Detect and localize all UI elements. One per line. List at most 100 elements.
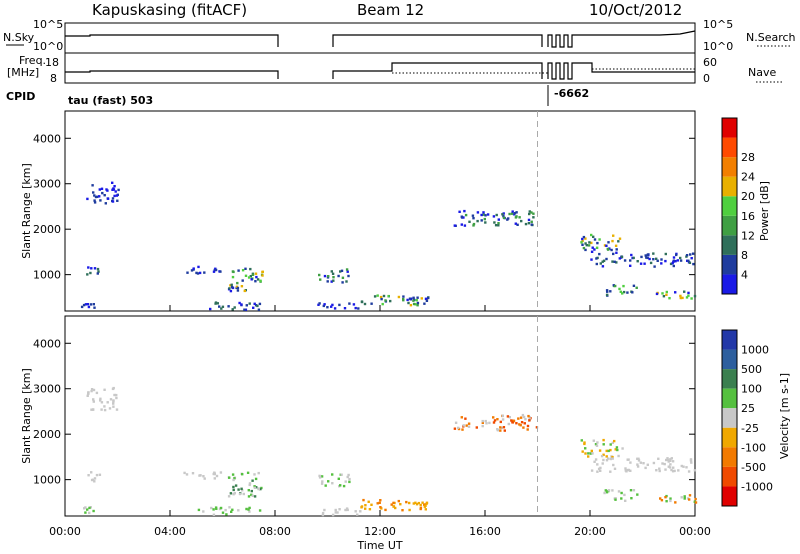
power-echo — [520, 219, 523, 223]
power-echo — [409, 304, 413, 307]
power-echo — [256, 304, 259, 308]
velocity-echo — [667, 460, 670, 463]
power-echo — [86, 197, 89, 201]
power-echo — [690, 257, 693, 260]
velocity-echo — [611, 489, 614, 492]
power-echo — [588, 241, 591, 244]
velocity-echo — [624, 467, 627, 470]
power-echo — [687, 291, 690, 295]
power-ytick-label: 3000 — [33, 178, 61, 191]
velocity-echo — [242, 492, 245, 496]
power-echo — [241, 279, 244, 282]
velocity-echo — [321, 480, 324, 483]
velocity-echo — [526, 424, 530, 428]
power-echo — [87, 305, 91, 309]
power-echo — [615, 248, 618, 251]
power-echo — [582, 246, 586, 250]
power-echo — [345, 268, 349, 271]
velocity-echo — [596, 470, 599, 473]
velocity-echo — [99, 399, 102, 402]
velocity-echo — [660, 499, 664, 502]
power-echo — [99, 199, 102, 202]
power-echo — [472, 224, 475, 227]
power-echo — [230, 283, 233, 286]
power-ytick-label: 4000 — [33, 132, 61, 145]
power-echo — [229, 289, 233, 293]
velocity-echo — [481, 421, 484, 424]
nsky-trace-a — [65, 34, 279, 47]
power-echo — [415, 299, 418, 302]
power-echo — [480, 213, 483, 217]
power-colorbar-tick: 8 — [741, 249, 748, 262]
velocity-echo — [485, 422, 488, 425]
velocity-echo — [246, 471, 250, 474]
velocity-echo — [115, 408, 119, 411]
velocity-echo — [394, 506, 397, 510]
power-echo — [244, 308, 248, 311]
velocity-echo — [87, 474, 90, 477]
power-echo — [514, 216, 518, 219]
velocity-echo — [512, 419, 516, 423]
velocity-echo — [84, 511, 87, 514]
velocity-echo — [510, 419, 513, 422]
power-echo — [581, 237, 584, 241]
power-echo — [196, 272, 200, 275]
power-echo — [97, 270, 100, 273]
power-echo — [323, 303, 326, 306]
velocity-echo — [683, 495, 686, 498]
power-echo — [381, 302, 384, 306]
power-echo — [373, 295, 377, 298]
power-echo — [584, 242, 587, 245]
power-echo — [460, 223, 463, 226]
power-echo — [605, 257, 608, 261]
velocity-echo — [405, 500, 408, 504]
power-colorbar: 4 8 12 16 20 24 28 — [721, 117, 755, 295]
velocity-echo — [90, 389, 93, 393]
velocity-echo — [674, 501, 677, 504]
velocity-echo — [457, 426, 460, 430]
power-colorbar-swatch — [722, 196, 737, 216]
velocity-echo — [602, 443, 605, 446]
power-echo — [259, 279, 262, 282]
freq-trace-b — [332, 62, 543, 79]
power-echo — [238, 301, 241, 305]
velocity-echo — [680, 464, 683, 468]
velocity-echo — [98, 473, 102, 476]
power-echo — [495, 213, 498, 217]
velocity-echo — [644, 466, 647, 470]
velocity-colorbar-tick: 25 — [741, 402, 755, 415]
power-echo — [632, 256, 635, 260]
velocity-echo — [461, 428, 464, 431]
status-strip: N.Sky 10^5 10^0 Freq. [MHz] 18 8 CPID 10… — [3, 18, 796, 107]
power-echo — [688, 261, 692, 264]
power-colorbar-swatch — [722, 254, 737, 275]
velocity-echo — [599, 466, 602, 470]
power-echo — [514, 222, 517, 225]
velocity-colorbar-swatch — [722, 388, 737, 409]
power-echo — [93, 306, 96, 309]
velocity-echo — [693, 469, 697, 472]
velocity-colorbar-swatch — [722, 466, 737, 487]
velocity-echo — [613, 439, 616, 443]
power-colorbar-label: Power [dB] — [758, 181, 771, 241]
power-echo — [254, 304, 258, 307]
velocity-echo — [694, 497, 697, 501]
power-echo — [427, 296, 430, 300]
power-echo — [581, 239, 584, 243]
power-echo — [622, 290, 626, 294]
freq-trace-a — [65, 70, 279, 79]
power-echo — [197, 265, 200, 269]
velocity-echo — [339, 484, 342, 487]
velocity-echo — [616, 448, 619, 452]
power-echo — [635, 286, 638, 289]
date-title: 10/Oct/2012 — [589, 1, 682, 19]
velocity-echo — [233, 492, 236, 495]
velocity-echo — [669, 459, 672, 462]
velocity-echo — [108, 407, 112, 410]
velocity-echo — [423, 503, 426, 506]
velocity-echo — [231, 508, 234, 511]
power-echo — [93, 199, 96, 202]
power-echo — [214, 302, 217, 305]
power-echo — [397, 295, 401, 299]
